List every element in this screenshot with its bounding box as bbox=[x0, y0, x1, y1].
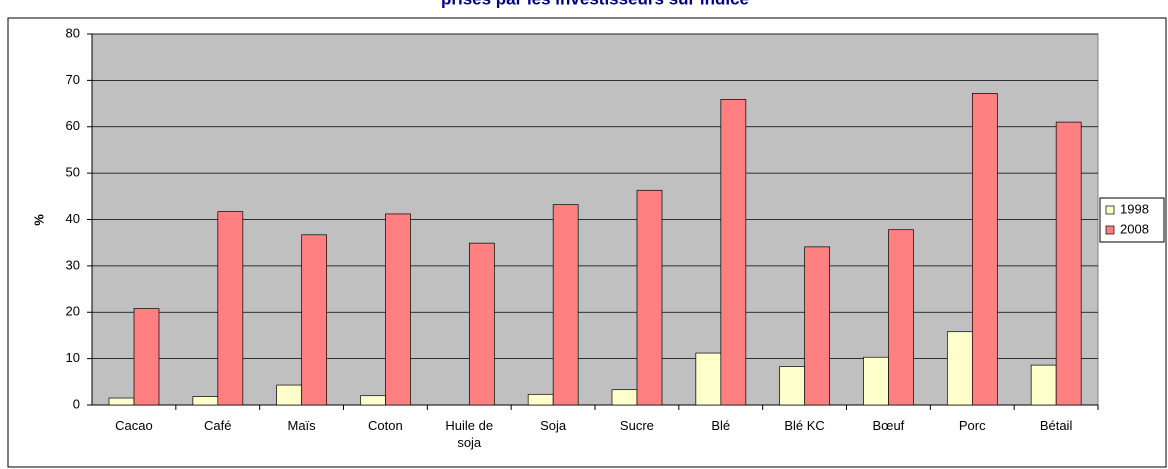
x-tick-label: Porc bbox=[958, 418, 986, 433]
bar bbox=[636, 189, 663, 406]
y-tick-label: 10 bbox=[66, 350, 80, 365]
y-tick-label: 0 bbox=[73, 396, 80, 411]
bar bbox=[217, 211, 244, 406]
x-tick-label: Café bbox=[204, 418, 232, 433]
bar bbox=[611, 389, 638, 406]
y-axis-label: % bbox=[31, 214, 46, 226]
y-tick-label: 30 bbox=[66, 257, 80, 272]
bar bbox=[971, 93, 998, 406]
bar bbox=[804, 246, 831, 406]
bar bbox=[108, 397, 135, 406]
x-tick-label: Blé bbox=[711, 418, 731, 433]
bar bbox=[192, 396, 219, 406]
x-tick-label: Coton bbox=[368, 418, 403, 433]
y-tick-label: 20 bbox=[66, 304, 80, 319]
legend-swatch bbox=[1105, 225, 1115, 235]
bar bbox=[779, 366, 806, 406]
y-tick-label: 60 bbox=[66, 118, 80, 133]
x-tick-label: Blé KC bbox=[784, 418, 825, 433]
legend-label: 1998 bbox=[1120, 201, 1149, 216]
bar bbox=[946, 331, 973, 406]
bar bbox=[468, 242, 495, 406]
y-tick-label: 80 bbox=[66, 25, 80, 40]
y-tick-label: 50 bbox=[66, 165, 80, 180]
bar bbox=[527, 393, 554, 406]
bar bbox=[360, 395, 386, 406]
bar bbox=[888, 229, 914, 406]
x-tick-label: Cacao bbox=[115, 418, 153, 433]
legend-swatch bbox=[1105, 205, 1115, 215]
bar bbox=[1055, 121, 1082, 406]
legend-box bbox=[1099, 197, 1165, 243]
bar bbox=[276, 384, 303, 406]
x-tick-label: Maïs bbox=[287, 418, 316, 433]
chart-title: prises par les investisseurs sur indice bbox=[441, 0, 749, 8]
x-tick-label: Sucre bbox=[619, 418, 654, 433]
x-tick-label: Bétail bbox=[1039, 418, 1073, 433]
x-tick-label: Bœuf bbox=[872, 418, 905, 433]
bar bbox=[720, 99, 747, 406]
bar bbox=[863, 356, 889, 406]
x-tick-label: Huile de soja bbox=[445, 418, 494, 450]
y-tick-label: 70 bbox=[66, 72, 80, 87]
bar bbox=[695, 352, 722, 406]
y-tick-label: 40 bbox=[66, 211, 80, 226]
bar bbox=[1030, 364, 1057, 406]
bar bbox=[385, 213, 411, 406]
bar bbox=[552, 204, 579, 406]
legend-label: 2008 bbox=[1120, 221, 1149, 236]
bar bbox=[301, 234, 328, 406]
x-tick-label: Soja bbox=[540, 418, 567, 433]
bar bbox=[133, 308, 160, 406]
